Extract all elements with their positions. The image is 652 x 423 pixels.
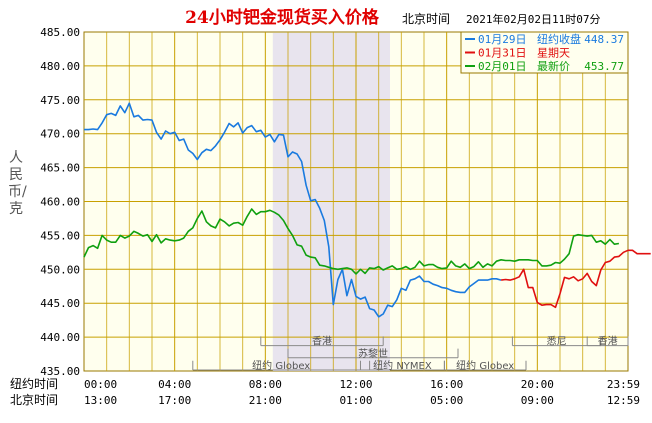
market-session: 纽约 NYMEX: [359, 359, 445, 372]
market-session-label: 纽约 Globex: [252, 359, 310, 372]
series-line-2: [500, 249, 651, 309]
y-tick-label: 455.00: [40, 229, 80, 242]
legend-label: 最新价: [537, 59, 570, 73]
legend-value: 453.77: [584, 60, 624, 73]
y-tick-label: 460.00: [40, 196, 80, 209]
legend-date: 02月01日: [478, 60, 527, 73]
x-tick-label: 23:59: [607, 378, 640, 391]
x-tick-label: 21:00: [249, 394, 282, 407]
y-tick-label: 470.00: [40, 128, 80, 141]
chart-title: 24小时钯金现货买入价格: [185, 7, 380, 28]
x-tick-label: 05:00: [430, 394, 463, 407]
series-line-1: [84, 102, 502, 318]
legend-label: 纽约收盘: [537, 32, 581, 46]
x-tick-label: 09:00: [521, 394, 554, 407]
market-session-label: 苏黎世: [358, 347, 388, 360]
market-session: 悉尼: [511, 336, 602, 348]
legend-row: 02月01日 最新价 453.77: [465, 59, 624, 73]
x-tick-label: 16:00: [430, 378, 463, 391]
x-tick-label: 20:00: [521, 378, 554, 391]
legend-date: 01月31日: [478, 47, 527, 60]
legend-date: 01月29日: [478, 33, 527, 46]
y-tick-label: 435.00: [40, 365, 80, 378]
legend-row: 01月31日 星期天: [465, 47, 570, 60]
market-session-label: 香港: [312, 336, 332, 348]
y-tick-label: 445.00: [40, 297, 80, 310]
x-axis-row-label: 纽约时间: [10, 376, 58, 391]
series-line-3: [83, 208, 620, 275]
market-session-label: 纽约 NYMEX: [373, 359, 432, 372]
market-session-label: 悉尼: [547, 336, 567, 348]
y-tick-label: 485.00: [40, 26, 80, 39]
x-tick-label: 13:00: [84, 394, 117, 407]
update-datetime: 2021年02月02日11时07分: [466, 12, 600, 26]
x-tick-label: 01:00: [339, 394, 372, 407]
market-session: 香港: [260, 336, 384, 348]
legend-box: [460, 31, 629, 74]
market-session-label: 纽约 Globex: [456, 359, 514, 372]
y-tick-label: 480.00: [40, 60, 80, 73]
market-session-label: 香港: [598, 336, 618, 348]
y-tick-label: 465.00: [40, 162, 80, 175]
y-tick-label: 440.00: [40, 331, 80, 344]
x-tick-label: 12:59: [607, 394, 640, 407]
x-tick-label: 00:00: [84, 378, 117, 391]
x-axis-row-label: 北京时间: [10, 393, 58, 407]
y-tick-label: 450.00: [40, 263, 80, 276]
market-session: 香港: [586, 336, 629, 348]
x-tick-label: 17:00: [158, 394, 191, 407]
timezone-label: 北京时间: [402, 12, 450, 26]
market-session: 纽约 Globex: [443, 359, 527, 372]
legend-label: 星期天: [537, 47, 570, 60]
y-axis-label: 人民币/克: [8, 150, 27, 217]
x-tick-label: 04:00: [158, 378, 191, 391]
legend-value: 448.37: [584, 33, 624, 46]
x-tick-label: 08:00: [249, 378, 282, 391]
market-session: 苏黎世: [287, 347, 459, 360]
x-tick-label: 12:00: [339, 378, 372, 391]
legend-row: 01月29日 纽约收盘 448.37: [465, 32, 624, 46]
market-session: 纽约 Globex: [192, 359, 371, 372]
y-tick-label: 475.00: [40, 94, 80, 107]
